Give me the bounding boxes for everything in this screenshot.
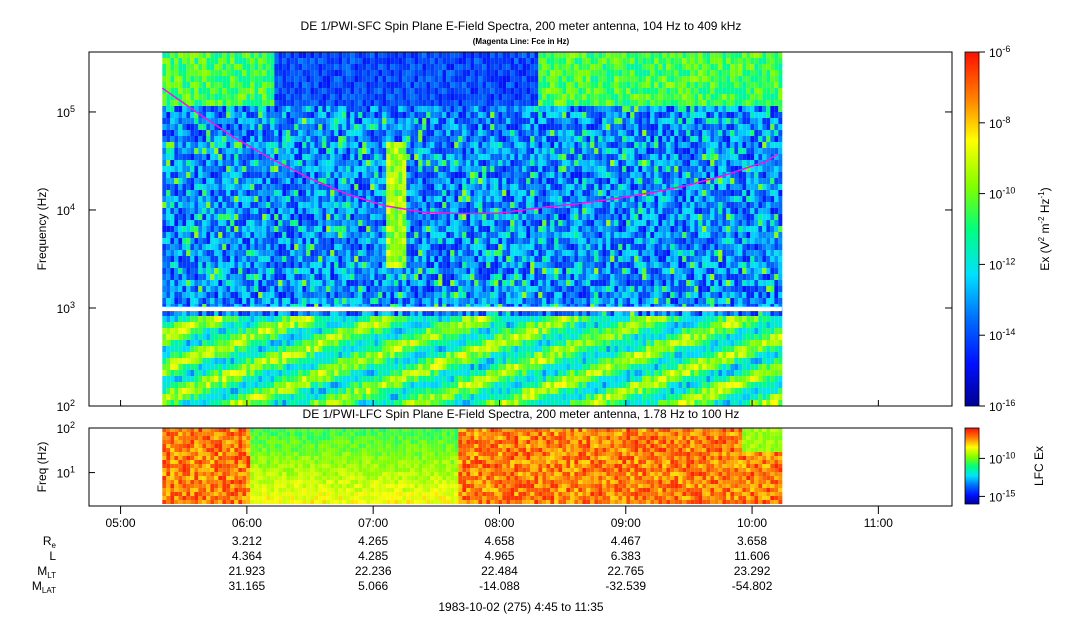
ephemeris-value: 4.364 bbox=[232, 549, 262, 563]
bottom-y-tick-label: 102 bbox=[57, 420, 75, 436]
bottom-colorbar-label: LFC Ex bbox=[1032, 446, 1046, 486]
ephemeris-row-label: MLT bbox=[37, 564, 56, 580]
top-colorbar bbox=[964, 51, 980, 407]
ephemeris-value: 23.292 bbox=[734, 564, 771, 578]
ephemeris-value: 3.212 bbox=[232, 534, 262, 548]
ephemeris-value: 11.606 bbox=[734, 549, 770, 563]
time-axis: 05:00 06:00 07:00 08:00 09:00 10:00 11:00 bbox=[106, 400, 893, 530]
colorbar-tick-label: 10-10 bbox=[989, 186, 1015, 202]
ephemeris-value: 4.658 bbox=[484, 534, 514, 548]
ephemeris-value: 22.484 bbox=[481, 564, 518, 578]
colorbar-tick-label: 10-16 bbox=[989, 398, 1015, 414]
top-panel-frame bbox=[88, 51, 953, 407]
top-y-tick-label: 105 bbox=[57, 104, 75, 120]
bottom-colorbar-ticks: 10-10 10-15 bbox=[979, 450, 1015, 504]
top-y-axis: 102 103 104 105 bbox=[57, 104, 952, 414]
x-tick-label: 11:00 bbox=[864, 516, 893, 530]
footer-date-range: 1983-10-02 (275) 4:45 to 11:35 bbox=[438, 600, 604, 614]
ephemeris-row-label: Re bbox=[43, 534, 57, 550]
colorbar-tick-label: 10-12 bbox=[989, 256, 1015, 272]
top-y-tick-label: 102 bbox=[57, 398, 75, 414]
x-tick-label: 09:00 bbox=[611, 516, 641, 530]
fce-line bbox=[161, 87, 778, 215]
bottom-y-tick-label: 101 bbox=[57, 465, 75, 481]
bottom-panel-title: DE 1/PWI-LFC Spin Plane E-Field Spectra,… bbox=[303, 407, 740, 421]
x-tick-label: 06:00 bbox=[232, 516, 262, 530]
ephemeris-value: 31.165 bbox=[229, 579, 266, 593]
x-tick-label: 08:00 bbox=[484, 516, 514, 530]
colorbar-tick-label: 10-8 bbox=[989, 115, 1010, 131]
top-colorbar-ticks: 10-6 10-8 10-10 10-12 10-14 10-16 bbox=[979, 44, 1015, 414]
colorbar-tick-label: 10-6 bbox=[989, 44, 1010, 60]
bottom-panel-frame bbox=[88, 427, 953, 507]
top-y-tick-label: 104 bbox=[57, 202, 75, 218]
ephemeris-row-label: L bbox=[49, 549, 56, 563]
ephemeris-value: -54.802 bbox=[732, 579, 773, 593]
ephemeris-value: 22.236 bbox=[355, 564, 392, 578]
ephemeris-value: 4.965 bbox=[484, 549, 514, 563]
bottom-y-axis-label: Freq (Hz) bbox=[35, 442, 49, 493]
ephemeris-row-label: MLAT bbox=[32, 579, 56, 595]
bottom-colorbar bbox=[964, 427, 980, 505]
bottom-y-axis: 101 102 bbox=[57, 420, 95, 481]
colorbar-tick-label: 10-10 bbox=[989, 450, 1015, 466]
ephemeris-value: -32.539 bbox=[605, 579, 646, 593]
ephemeris-value: 22.765 bbox=[607, 564, 644, 578]
x-tick-label: 05:00 bbox=[106, 516, 136, 530]
data-gap bbox=[160, 306, 782, 312]
ephemeris-value: 4.285 bbox=[358, 549, 388, 563]
ephemeris-value: 6.383 bbox=[611, 549, 641, 563]
colorbar-tick-label: 10-15 bbox=[989, 488, 1015, 504]
ephemeris-value: 3.658 bbox=[737, 534, 767, 548]
lfc-spectrogram bbox=[162, 428, 783, 504]
ephemeris-table: Re 3.212 4.265 4.658 4.467 3.658 L 4.364 4.285 4.… bbox=[32, 534, 773, 595]
ephemeris-value: 4.265 bbox=[358, 534, 388, 548]
top-panel-subtitle: (Magenta Line: Fce in Hz) bbox=[473, 37, 570, 46]
top-y-tick-label: 103 bbox=[57, 300, 75, 316]
ephemeris-value: 21.923 bbox=[229, 564, 266, 578]
top-y-axis-label: Frequency (Hz) bbox=[35, 188, 49, 271]
ephemeris-value: -14.088 bbox=[479, 579, 520, 593]
sfc-spectrogram bbox=[162, 52, 783, 406]
ephemeris-value: 4.467 bbox=[611, 534, 641, 548]
x-tick-label: 10:00 bbox=[737, 516, 767, 530]
colorbar-tick-label: 10-14 bbox=[989, 327, 1015, 343]
ephemeris-value: 5.066 bbox=[358, 579, 388, 593]
x-tick-label: 07:00 bbox=[358, 516, 388, 530]
top-panel-title: DE 1/PWI-SFC Spin Plane E-Field Spectra,… bbox=[301, 19, 742, 33]
top-colorbar-label: Ex (V2 m-2 Hz-1) bbox=[1037, 187, 1052, 270]
